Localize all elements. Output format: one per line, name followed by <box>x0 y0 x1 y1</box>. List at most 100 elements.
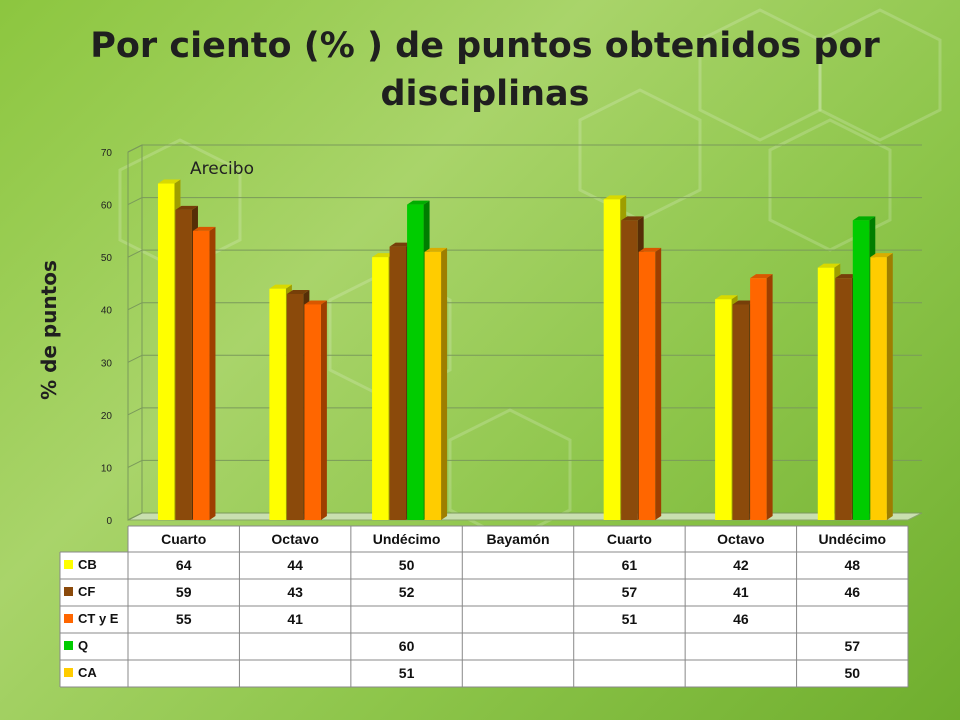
bar-cb <box>157 183 175 521</box>
bar-top-q <box>407 200 430 205</box>
bar-ct-y-e <box>304 304 321 520</box>
legend-label: CA <box>78 665 97 680</box>
data-table-header-bg <box>128 526 908 552</box>
legend-label: CB <box>78 557 97 572</box>
bar-cb <box>269 288 286 520</box>
data-label: 61 <box>622 557 638 573</box>
gridline-depth <box>127 407 143 416</box>
chart-annotation: Arecibo <box>190 159 254 179</box>
data-label: 41 <box>733 584 749 600</box>
legend-key-ct-y-e <box>64 614 73 623</box>
bar-side-ct-y-e <box>655 247 662 520</box>
bar-top-cb <box>603 195 627 200</box>
legend-key-cb <box>64 560 73 569</box>
bar-ct-y-e <box>192 230 210 520</box>
bar-ca <box>870 257 887 520</box>
data-label: 43 <box>287 584 303 600</box>
data-label: 48 <box>844 557 860 573</box>
data-label: 52 <box>399 584 415 600</box>
data-label: 50 <box>844 665 860 681</box>
bar-top-cb <box>817 263 841 268</box>
bar-cf <box>835 278 852 520</box>
bar-top-cf <box>175 205 198 210</box>
data-label: 57 <box>622 584 638 600</box>
x-tick-label: Undécimo <box>818 531 886 547</box>
y-tick-label: 70 <box>101 148 113 159</box>
x-tick-label: Cuarto <box>607 531 652 547</box>
bar-cb <box>372 257 389 520</box>
bar-top-cf <box>621 216 644 221</box>
floor <box>127 512 923 521</box>
data-label: 41 <box>287 611 303 627</box>
bar-top-ct-y-e <box>638 247 662 252</box>
bar-top-cb <box>715 295 738 300</box>
bar-cb <box>715 299 732 520</box>
legend-key-q <box>64 641 73 650</box>
data-label: 57 <box>844 638 860 654</box>
bar-top-ct-y-e <box>750 274 773 279</box>
data-label: 46 <box>844 584 860 600</box>
bar-cf <box>175 209 192 521</box>
data-label: 59 <box>176 584 192 600</box>
bar-side-ct-y-e <box>766 274 773 520</box>
data-label: 55 <box>176 611 192 627</box>
gridline-depth <box>127 302 143 311</box>
chart-title: Por ciento (% ) de puntos obtenidos por … <box>90 26 880 114</box>
gridline-depth <box>127 144 143 153</box>
y-tick-label: 50 <box>101 253 113 264</box>
bar-q <box>407 204 424 521</box>
data-table-body-bg <box>60 552 908 687</box>
bar-top-cb <box>269 284 292 289</box>
bar-ct-y-e <box>750 278 767 520</box>
y-tick-label: 10 <box>101 463 113 474</box>
data-label: 64 <box>176 557 192 573</box>
y-axis-label: % de puntos <box>37 260 61 400</box>
data-label: 42 <box>733 557 749 573</box>
bar-side-ca <box>441 247 448 520</box>
bar-top-cb <box>157 179 181 184</box>
bar-q <box>852 220 870 521</box>
bar-cf <box>732 304 750 520</box>
legend-key-ca <box>64 668 73 677</box>
y-tick-label: 40 <box>101 306 113 317</box>
bar-side-ct-y-e <box>209 226 216 520</box>
x-tick-label: Cuarto <box>161 531 206 547</box>
legend-key-cf <box>64 587 73 596</box>
bar-ca <box>424 251 442 520</box>
bar-cb <box>817 267 835 520</box>
x-tick-label: Octavo <box>271 531 318 547</box>
bar-side-ct-y-e <box>320 300 327 520</box>
legend-label: CT y E <box>78 611 119 626</box>
bar-side-ca <box>886 253 893 520</box>
gridline-depth <box>127 459 143 468</box>
x-tick-label: Bayamón <box>486 531 549 547</box>
data-label: 46 <box>733 611 749 627</box>
data-label: 50 <box>399 557 415 573</box>
data-label: 51 <box>399 665 415 681</box>
bar-top-q <box>852 216 876 221</box>
bar-cf <box>621 220 638 521</box>
gridline-depth <box>127 249 143 258</box>
y-tick-label: 0 <box>106 516 112 527</box>
gridline-depth <box>127 197 143 206</box>
bar-top-cf <box>286 289 310 294</box>
bar-top-cf <box>835 274 858 279</box>
bar-ct-y-e <box>638 251 656 520</box>
gridline-depth <box>127 512 143 521</box>
bar-cb <box>603 199 621 521</box>
data-label: 60 <box>399 638 415 654</box>
gridline-depth <box>127 354 143 363</box>
x-tick-label: Undécimo <box>373 531 441 547</box>
bar-top-cf <box>389 242 413 247</box>
bar-top-ct-y-e <box>192 226 216 231</box>
data-label: 51 <box>622 611 638 627</box>
bar-top-cb <box>372 253 395 258</box>
bar-top-ct-y-e <box>304 300 327 305</box>
bar-cf <box>389 246 407 520</box>
data-label: 44 <box>287 557 303 573</box>
y-tick-label: 60 <box>101 201 113 212</box>
y-tick-label: 20 <box>101 411 113 422</box>
x-tick-label: Octavo <box>717 531 764 547</box>
legend-label: Q <box>78 638 88 653</box>
